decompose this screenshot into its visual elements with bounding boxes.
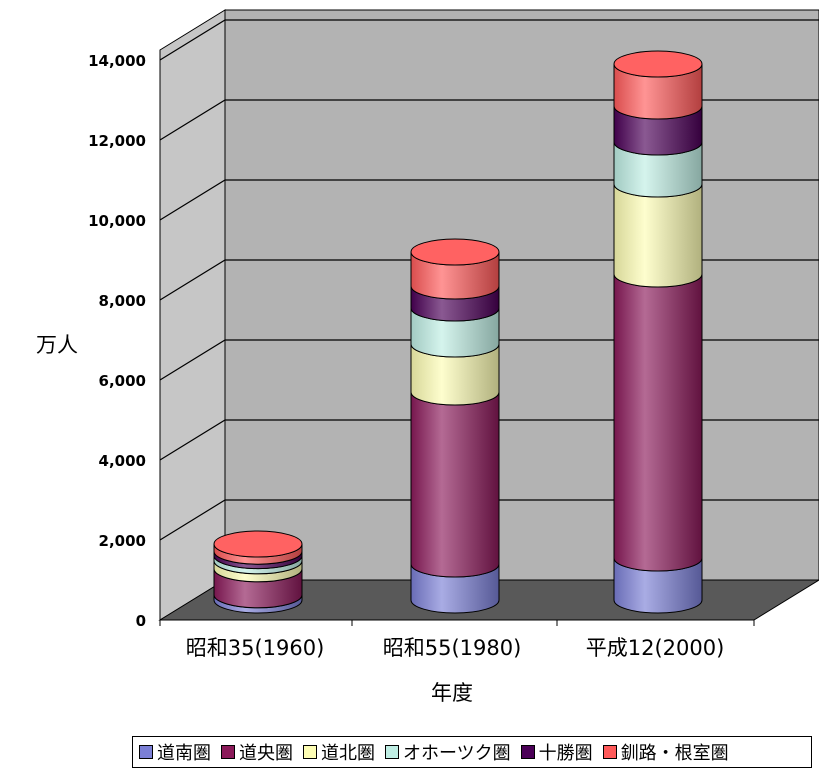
y-tick-label: 0 <box>136 612 146 630</box>
legend-label: オホーツク圏 <box>403 743 511 764</box>
bar-segment <box>613 273 703 572</box>
legend-swatch <box>385 745 399 759</box>
x-tick-label: 昭和55(1980) <box>383 636 522 660</box>
back-wall <box>224 9 819 581</box>
legend-swatch <box>520 745 535 759</box>
bar-segment <box>410 391 500 578</box>
y-tick-labels: 0 2,000 4,000 6,000 8,000 10,000 12,000 14,000 <box>88 52 146 630</box>
bars <box>213 50 703 614</box>
y-tick-label: 8,000 <box>99 292 146 310</box>
legend-item: 道央圏 <box>221 739 293 765</box>
legend-label: 道北圏 <box>321 743 375 764</box>
y-axis-title: 万人 <box>36 333 78 357</box>
y-tick-label: 6,000 <box>99 372 146 390</box>
x-axis-title: 年度 <box>431 681 473 705</box>
legend-item: オホーツク圏 <box>385 739 511 765</box>
bar-top <box>213 530 303 558</box>
bar-top <box>613 50 703 78</box>
bar-top <box>410 238 500 266</box>
y-tick-label: 10,000 <box>88 212 146 230</box>
legend-label: 十勝圏 <box>538 743 593 764</box>
y-tick-label: 2,000 <box>99 532 146 550</box>
x-tick-label: 昭和35(1960) <box>186 636 325 660</box>
y-tick-label: 14,000 <box>88 52 146 70</box>
legend-label: 道南圏 <box>157 743 211 764</box>
x-tick-label: 平成12(2000) <box>586 636 725 660</box>
chart: 02,0004,0006,0008,00010,00012,00014,000 … <box>36 9 819 705</box>
bar-segment <box>613 183 703 288</box>
y-tick-label: 12,000 <box>88 132 146 150</box>
legend-swatch <box>221 745 235 759</box>
gridline <box>159 19 819 61</box>
x-tick-labels: 昭和35(1960) 昭和55(1980) 平成12(2000) <box>159 620 755 660</box>
legend-item: 道南圏 <box>139 739 211 765</box>
legend-item: 釧路・根室圏 <box>602 739 729 765</box>
y-tick-label: 4,000 <box>99 452 146 470</box>
legend-item: 十勝圏 <box>520 739 593 765</box>
legend-label: 釧路・根室圏 <box>620 743 729 764</box>
legend-swatch <box>602 745 617 759</box>
legend-label: 道央圏 <box>239 743 293 764</box>
legend-swatch <box>303 745 317 759</box>
legend: 道南圏 道央圏 道北圏 オホーツク圏 十勝圏 釧路・根室圏 <box>132 736 812 768</box>
left-wall <box>159 9 226 621</box>
legend-swatch <box>139 745 153 759</box>
legend-item: 道北圏 <box>303 739 375 765</box>
